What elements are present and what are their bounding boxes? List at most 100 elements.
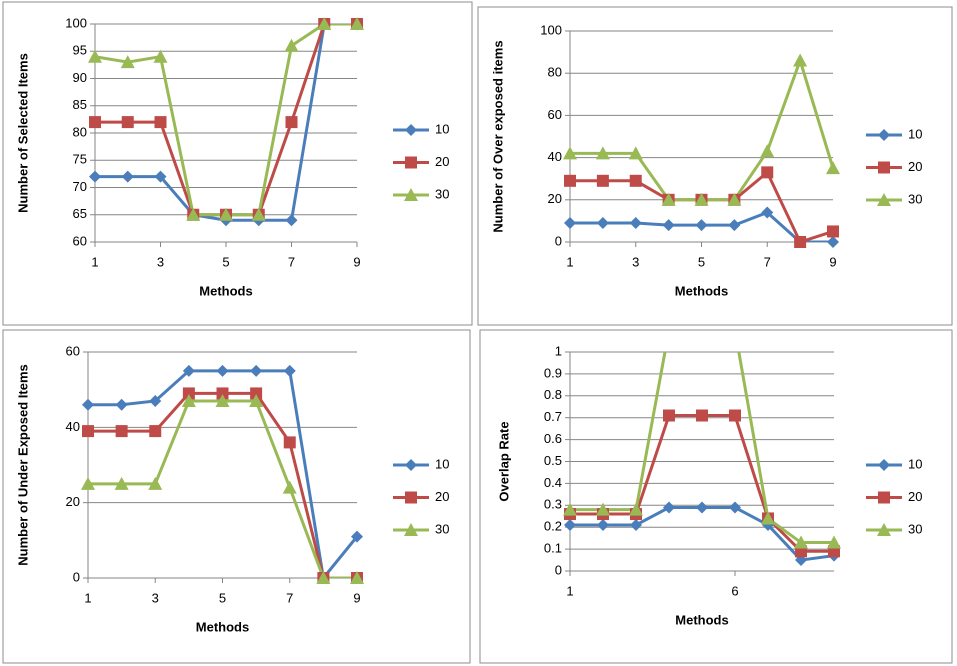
y-tick-label: 40 [66,419,80,434]
x-tick-label: 5 [219,590,226,605]
marker [405,156,417,169]
marker [596,217,609,230]
marker [250,387,263,400]
marker [793,53,808,67]
markers [563,409,841,567]
marker [761,206,774,219]
x-tick-label: 1 [566,254,573,269]
marker [564,519,576,532]
marker [148,476,163,490]
y-tick-label: 0.9 [544,365,562,380]
marker [827,236,839,248]
x-tick-label: 9 [353,254,360,269]
marker [878,129,890,141]
marker [596,174,609,187]
marker [826,161,840,175]
marker [794,236,807,248]
marker [350,17,364,30]
x-tick-label: 6 [731,583,738,598]
legend-entry: 10 [866,456,922,471]
y-tick-label: 0.5 [544,453,562,468]
marker [405,491,417,504]
y-tick-label: 65 [73,206,87,221]
marker [878,161,890,174]
marker [88,49,102,63]
marker [251,207,266,221]
legend-label: 10 [435,456,449,471]
y-tick-label: 1 [555,343,562,358]
x-tick-label: 5 [698,254,705,269]
marker [114,476,129,490]
series-line [570,352,834,545]
y-tick-label: 60 [66,343,80,358]
marker [729,501,741,514]
marker [877,193,891,206]
x-axis-title: Methods [675,612,728,627]
marker [121,116,134,129]
y-tick-label: 80 [548,65,562,80]
legend-label: 20 [435,489,449,504]
marker [186,207,201,221]
marker [283,364,296,377]
panel-border [2,329,471,664]
marker [89,116,101,129]
y-tick-label: 95 [73,43,87,58]
legend-label: 10 [435,121,449,136]
x-tick-label: 1 [91,254,98,269]
marker [215,393,230,407]
marker [121,170,134,183]
marker [630,519,642,532]
chart-panel: 0 20 40 60 1 3 5 7 9 Methods Number of Under Expos… [2,329,471,664]
y-tick-label: 20 [66,494,80,509]
marker [81,476,95,490]
legend-entry: 30 [393,186,449,201]
legend-label: 10 [908,126,922,141]
marker [728,219,741,232]
legend-label: 20 [908,159,922,174]
y-axis-title: Number of Selected Items [15,53,30,213]
chart-panel: 60 65 70 75 80 85 90 95 100 1 3 5 7 9 Methods Number of… [2,1,473,326]
y-tick-label: 60 [548,107,562,122]
x-tick-label: 9 [353,590,360,605]
marker [564,174,576,187]
marker [629,217,642,230]
marker [595,146,610,160]
marker [285,214,298,227]
marker [696,409,708,422]
legend-label: 20 [908,489,922,504]
marker [878,459,890,471]
marker [182,364,195,377]
markers [81,364,364,584]
marker [878,491,890,504]
y-tick-label: 60 [73,233,87,248]
marker [727,192,742,206]
marker [216,387,229,400]
legend-label: 30 [908,521,922,536]
marker [350,571,364,584]
marker [629,502,643,516]
marker [729,409,741,422]
legend-entry: 10 [866,126,922,141]
marker [563,146,577,160]
marker [317,17,332,30]
marker [82,398,94,411]
marker [285,116,298,129]
marker [283,436,296,449]
y-tick-label: 80 [73,124,87,139]
legend-entry: 20 [393,154,449,169]
marker [181,393,196,407]
legend-label: 10 [908,456,922,471]
legend-label: 30 [908,191,922,206]
legend-entry: 10 [393,121,449,136]
y-axis-title: Overlap Rate [496,421,511,501]
marker [761,166,774,179]
marker [115,425,128,438]
markers [563,53,840,248]
marker [82,425,94,438]
legend-entry: 30 [393,521,449,536]
x-tick-label: 7 [286,590,293,605]
y-tick-label: 0.1 [544,541,562,556]
x-axis-title: Methods [199,283,252,298]
marker [404,523,418,536]
marker [827,535,841,549]
